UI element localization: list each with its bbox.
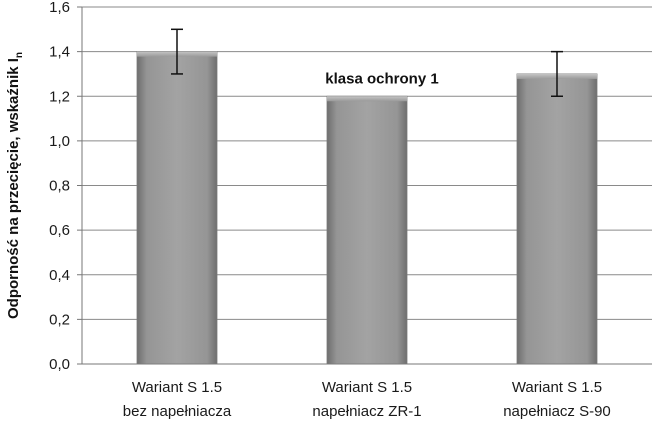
y-axis-label: Odporność na przecięcie, wskaźnik In bbox=[5, 52, 25, 319]
y-tick-label: 0,0 bbox=[49, 356, 70, 373]
annotation-protection-class: klasa ochrony 1 bbox=[325, 70, 438, 87]
bar bbox=[136, 51, 218, 365]
error-bar bbox=[171, 28, 183, 75]
x-category-label: Wariant S 1.5 bbox=[322, 379, 412, 396]
bar-body bbox=[516, 73, 598, 365]
y-tick-label: 1,4 bbox=[49, 44, 70, 61]
x-category-label: napełniacz S-90 bbox=[503, 403, 611, 420]
x-category-label: napełniacz ZR-1 bbox=[312, 403, 421, 420]
bars bbox=[136, 51, 598, 365]
error-bar bbox=[551, 50, 563, 97]
bar-body bbox=[326, 95, 408, 365]
error-bars bbox=[171, 28, 563, 97]
y-tick-label: 1,0 bbox=[49, 133, 70, 150]
bar bbox=[326, 95, 408, 365]
y-tick-label: 1,6 bbox=[49, 0, 70, 16]
y-axis-label-main: Odporność na przecięcie, wskaźnik I bbox=[5, 58, 22, 319]
y-tick-labels: 0,0 0,2 0,4 0,6 0,8 1,0 1,2 1,4 1,6 bbox=[49, 0, 70, 373]
x-category-labels: Wariant S 1.5 bez napełniacza Wariant S 1.… bbox=[123, 379, 611, 420]
x-category-label: Wariant S 1.5 bbox=[132, 379, 222, 396]
bar bbox=[516, 73, 598, 365]
y-tick-label: 0,2 bbox=[49, 311, 70, 328]
y-tick-label: 0,4 bbox=[49, 267, 70, 284]
bar-top-highlight bbox=[327, 96, 407, 102]
y-tick-label: 0,6 bbox=[49, 222, 70, 239]
y-axis-label-subscript: n bbox=[14, 52, 25, 58]
x-category-label: Wariant S 1.5 bbox=[512, 379, 602, 396]
x-category-label: bez napełniacza bbox=[123, 403, 232, 420]
bar-body bbox=[136, 51, 218, 365]
y-tick-label: 1,2 bbox=[49, 88, 70, 105]
y-tick-label: 0,8 bbox=[49, 178, 70, 195]
